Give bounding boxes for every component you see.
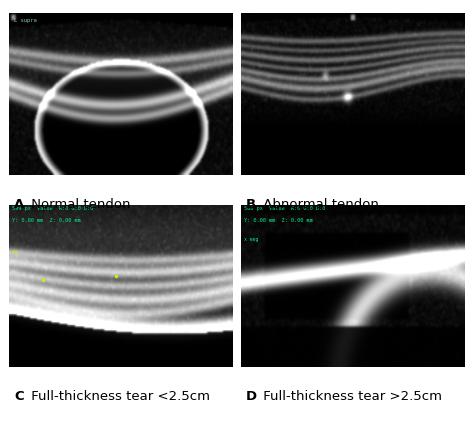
Text: Normal tendon: Normal tendon <box>27 198 131 211</box>
Text: C: C <box>14 390 24 403</box>
Text: x eeg: x eeg <box>244 237 258 242</box>
Text: Full-thickness tear >2.5cm: Full-thickness tear >2.5cm <box>259 390 442 403</box>
Text: D: D <box>246 390 257 403</box>
Text: Abnormal tendon: Abnormal tendon <box>259 198 379 211</box>
Text: Y: 0.00 mm  Z: 0.00 mm: Y: 0.00 mm Z: 0.00 mm <box>12 218 81 222</box>
Text: Full-thickness tear <2.5cm: Full-thickness tear <2.5cm <box>27 390 210 403</box>
Text: L supra: L supra <box>14 18 36 22</box>
Text: A: A <box>14 198 25 211</box>
Text: Y: 0.00 mm  Z: 0.00 mm: Y: 0.00 mm Z: 0.00 mm <box>244 218 312 222</box>
Text: 588 px  Value  R:0 G:0 B:0: 588 px Value R:0 G:0 B:0 <box>244 206 325 211</box>
Text: 599 px  Value  R:0 G:0 B:0: 599 px Value R:0 G:0 B:0 <box>12 206 93 211</box>
Text: B: B <box>246 198 256 211</box>
Text: ##: ## <box>12 250 18 255</box>
